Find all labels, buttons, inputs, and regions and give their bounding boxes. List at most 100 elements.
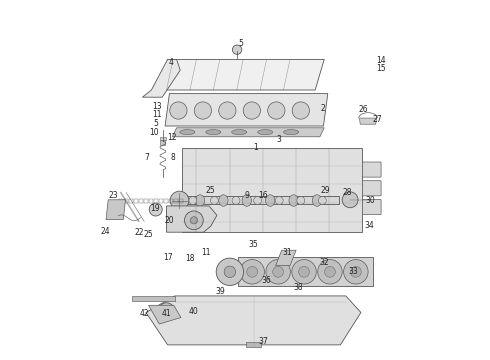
Ellipse shape bbox=[206, 130, 221, 135]
Text: 13: 13 bbox=[152, 102, 162, 111]
Polygon shape bbox=[148, 305, 181, 324]
Text: 7: 7 bbox=[145, 153, 149, 162]
Text: 27: 27 bbox=[373, 115, 382, 124]
Text: 5: 5 bbox=[153, 119, 158, 128]
Ellipse shape bbox=[180, 130, 195, 135]
FancyBboxPatch shape bbox=[363, 162, 381, 177]
Text: 33: 33 bbox=[348, 267, 358, 276]
Polygon shape bbox=[132, 296, 175, 301]
Bar bbox=[170, 199, 173, 203]
Polygon shape bbox=[165, 94, 328, 126]
Circle shape bbox=[149, 203, 162, 216]
Ellipse shape bbox=[312, 195, 321, 206]
Bar bbox=[160, 137, 166, 140]
Text: 26: 26 bbox=[358, 105, 368, 114]
Text: 24: 24 bbox=[100, 227, 110, 236]
Text: 2: 2 bbox=[320, 104, 325, 113]
Circle shape bbox=[190, 217, 197, 224]
Circle shape bbox=[318, 197, 326, 204]
Circle shape bbox=[243, 102, 261, 119]
Circle shape bbox=[324, 266, 335, 277]
Text: 8: 8 bbox=[171, 153, 175, 162]
Text: 30: 30 bbox=[366, 196, 375, 205]
Circle shape bbox=[159, 303, 174, 319]
Circle shape bbox=[268, 102, 285, 119]
Bar bbox=[174, 199, 178, 203]
Circle shape bbox=[343, 260, 368, 284]
Bar bbox=[149, 199, 153, 203]
Circle shape bbox=[292, 102, 310, 119]
Bar bbox=[179, 199, 183, 203]
Circle shape bbox=[275, 197, 283, 204]
Polygon shape bbox=[182, 148, 362, 232]
Bar bbox=[154, 199, 158, 203]
Circle shape bbox=[219, 102, 236, 119]
Text: 9: 9 bbox=[245, 191, 249, 199]
Text: 41: 41 bbox=[162, 310, 172, 319]
Ellipse shape bbox=[232, 130, 247, 135]
Text: 25: 25 bbox=[206, 186, 216, 195]
Text: 4: 4 bbox=[169, 58, 173, 67]
Circle shape bbox=[194, 102, 212, 119]
Circle shape bbox=[170, 191, 189, 210]
Circle shape bbox=[224, 266, 236, 278]
Circle shape bbox=[318, 260, 342, 284]
Circle shape bbox=[247, 266, 258, 277]
Polygon shape bbox=[146, 296, 361, 345]
Text: 29: 29 bbox=[320, 186, 330, 195]
Circle shape bbox=[342, 192, 358, 208]
Text: 40: 40 bbox=[189, 307, 199, 316]
Circle shape bbox=[189, 197, 197, 204]
Ellipse shape bbox=[219, 195, 228, 206]
Ellipse shape bbox=[284, 130, 298, 135]
Circle shape bbox=[254, 197, 262, 204]
Ellipse shape bbox=[242, 195, 251, 206]
Text: 12: 12 bbox=[168, 133, 177, 142]
Circle shape bbox=[210, 197, 219, 204]
Bar bbox=[159, 199, 163, 203]
Polygon shape bbox=[143, 59, 180, 97]
Circle shape bbox=[232, 197, 240, 204]
Polygon shape bbox=[187, 196, 339, 204]
Polygon shape bbox=[167, 206, 217, 232]
Circle shape bbox=[266, 260, 291, 284]
Circle shape bbox=[350, 266, 361, 277]
Text: 14: 14 bbox=[376, 57, 386, 66]
Circle shape bbox=[185, 211, 203, 230]
Circle shape bbox=[292, 260, 316, 284]
Polygon shape bbox=[360, 118, 377, 124]
Text: 10: 10 bbox=[149, 128, 159, 137]
Text: 28: 28 bbox=[343, 188, 352, 197]
Ellipse shape bbox=[266, 195, 275, 206]
Text: 34: 34 bbox=[365, 220, 374, 230]
Circle shape bbox=[216, 258, 244, 285]
Polygon shape bbox=[172, 128, 324, 137]
Ellipse shape bbox=[289, 195, 298, 206]
Bar bbox=[119, 199, 122, 203]
Text: 22: 22 bbox=[134, 228, 144, 237]
Bar bbox=[139, 199, 143, 203]
Text: 15: 15 bbox=[376, 64, 386, 73]
Text: 39: 39 bbox=[215, 287, 225, 296]
Circle shape bbox=[298, 266, 310, 277]
Text: 23: 23 bbox=[109, 192, 119, 200]
Bar bbox=[134, 199, 138, 203]
Bar bbox=[144, 199, 148, 203]
Polygon shape bbox=[106, 200, 125, 220]
Text: 17: 17 bbox=[163, 253, 172, 262]
Bar bbox=[129, 199, 133, 203]
Text: 1: 1 bbox=[253, 143, 258, 152]
Text: 32: 32 bbox=[319, 258, 329, 266]
Ellipse shape bbox=[196, 195, 205, 206]
Text: 19: 19 bbox=[150, 204, 160, 212]
Bar bbox=[164, 199, 168, 203]
FancyBboxPatch shape bbox=[363, 181, 381, 196]
Circle shape bbox=[273, 266, 284, 277]
Text: 16: 16 bbox=[258, 191, 268, 199]
Text: 37: 37 bbox=[258, 338, 268, 346]
Text: 25: 25 bbox=[144, 230, 153, 239]
Text: 36: 36 bbox=[261, 276, 271, 284]
Bar bbox=[124, 199, 127, 203]
Circle shape bbox=[240, 260, 265, 284]
FancyBboxPatch shape bbox=[363, 199, 381, 215]
